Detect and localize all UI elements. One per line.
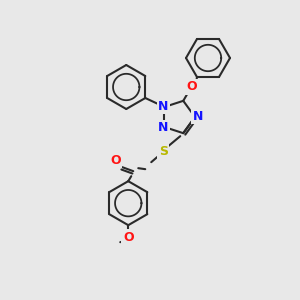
Text: O: O (187, 80, 197, 94)
Text: N: N (193, 110, 203, 122)
Text: N: N (158, 100, 168, 112)
Text: N: N (158, 122, 168, 134)
Text: S: S (159, 145, 168, 158)
Text: O: O (110, 154, 121, 167)
Text: O: O (123, 231, 134, 244)
